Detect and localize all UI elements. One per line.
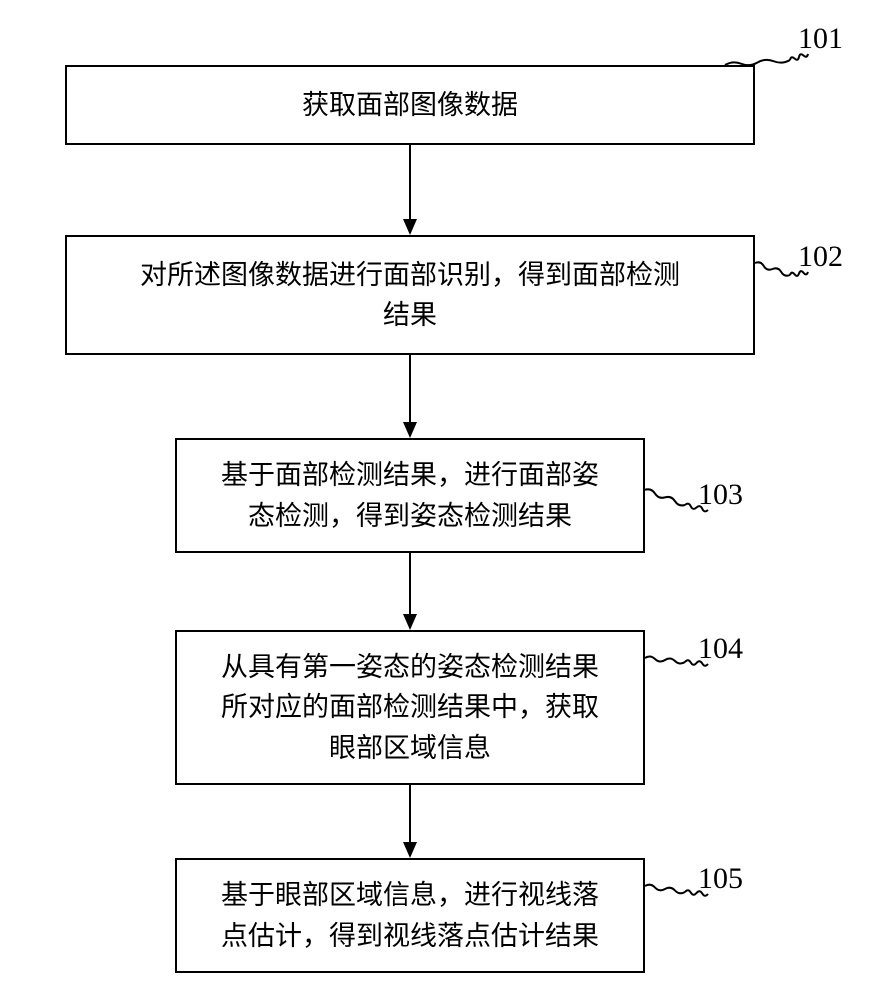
flow-node-n104: 从具有第一姿态的姿态检测结果 所对应的面部检测结果中，获取 眼部区域信息: [175, 630, 645, 785]
step-label-105: 105: [698, 862, 743, 896]
callout-connector: [645, 656, 685, 663]
flow-node-n101: 获取面部图像数据: [65, 65, 755, 145]
callout-connector: [645, 885, 685, 894]
step-label-104: 104: [698, 632, 743, 666]
step-label-101: 101: [798, 22, 843, 56]
flow-node-text: 从具有第一姿态的姿态检测结果 所对应的面部检测结果中，获取 眼部区域信息: [221, 647, 599, 769]
arrowhead-icon: [403, 842, 417, 858]
callout-connector: [755, 262, 790, 275]
arrowhead-icon: [403, 422, 417, 438]
flow-node-n105: 基于眼部区域信息，进行视线落 点估计，得到视线落点估计结果: [175, 858, 645, 973]
arrowhead-icon: [403, 614, 417, 630]
flow-node-n102: 对所述图像数据进行面部识别，得到面部检测 结果: [65, 235, 755, 355]
arrowhead-icon: [403, 219, 417, 235]
callout-connector: [645, 489, 685, 505]
step-label-103: 103: [698, 478, 743, 512]
flow-node-text: 基于面部检测结果，进行面部姿 态检测，得到姿态检测结果: [221, 455, 599, 536]
flow-node-text: 获取面部图像数据: [302, 85, 518, 126]
flow-node-text: 对所述图像数据进行面部识别，得到面部检测 结果: [140, 255, 680, 336]
flowchart-canvas: 获取面部图像数据对所述图像数据进行面部识别，得到面部检测 结果基于面部检测结果，…: [0, 0, 888, 1000]
flow-node-n103: 基于面部检测结果，进行面部姿 态检测，得到姿态检测结果: [175, 438, 645, 553]
step-label-102: 102: [798, 240, 843, 274]
flow-node-text: 基于眼部区域信息，进行视线落 点估计，得到视线落点估计结果: [221, 875, 599, 956]
